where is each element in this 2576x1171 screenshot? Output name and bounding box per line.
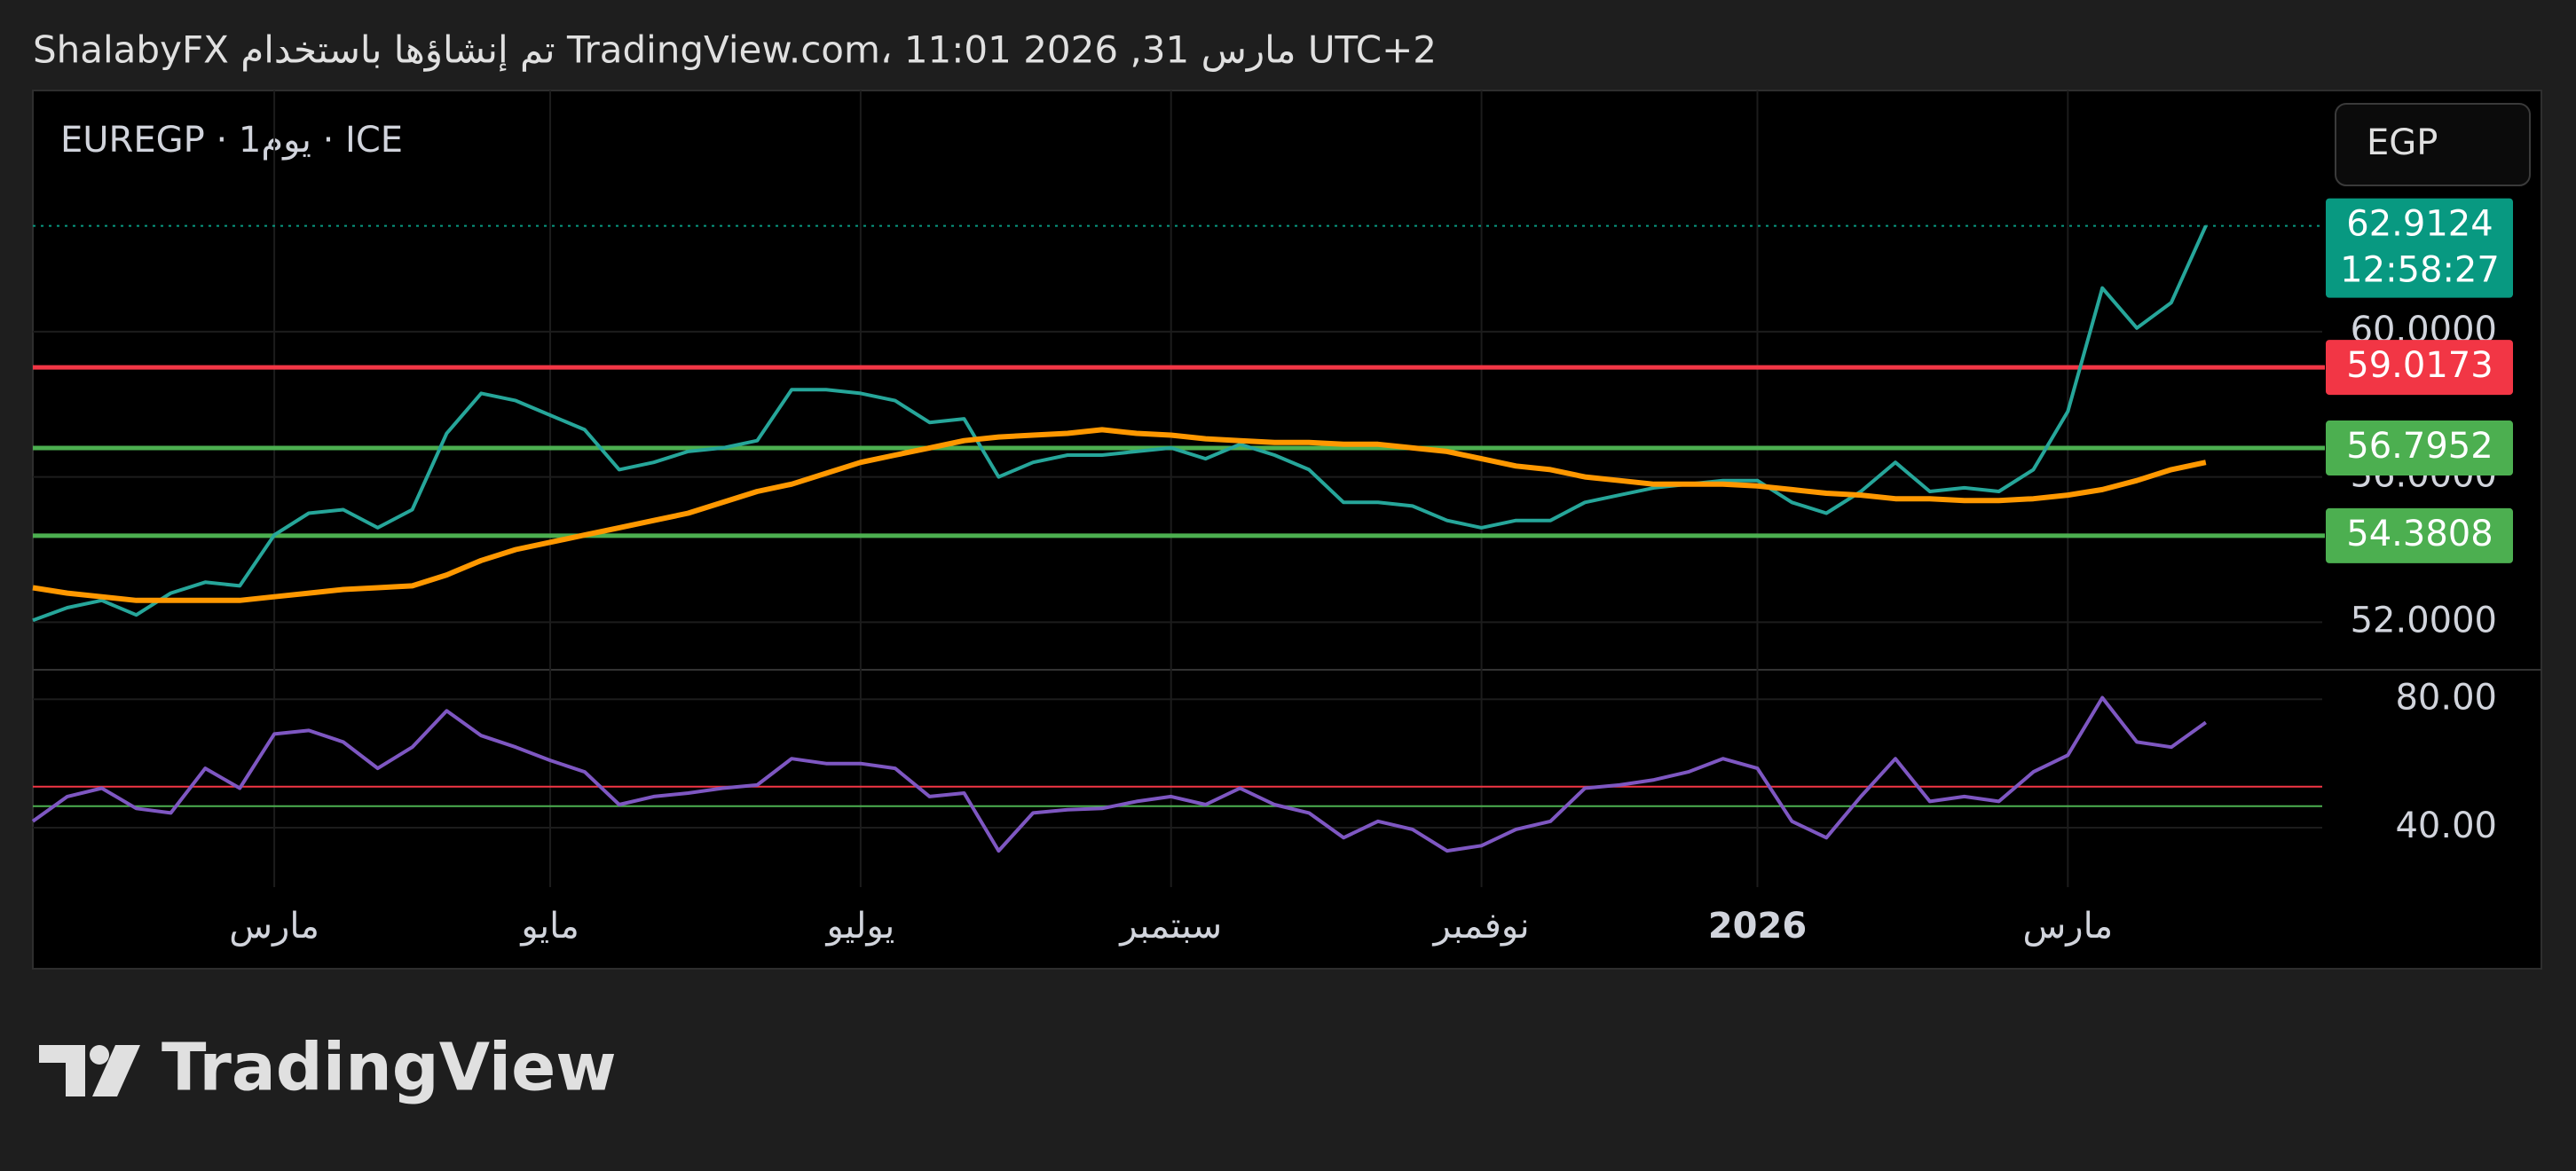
x-tick-label: 2026	[1708, 906, 1807, 947]
x-tick-label: مارس	[229, 906, 319, 947]
logo-text: TradingView	[161, 1030, 617, 1106]
x-tick-label: مايو	[519, 906, 579, 947]
price-badge-label: 59.0173	[2346, 345, 2493, 386]
price-badge	[2326, 340, 2513, 396]
price-badge-label: 62.9124	[2346, 204, 2493, 245]
x-tick-label: نوفمبر	[1431, 906, 1529, 947]
x-tick-label: يوليو	[825, 906, 895, 947]
currency-label: EGP	[2367, 122, 2438, 163]
price-badge	[2326, 507, 2513, 563]
currency-button[interactable]	[2335, 103, 2531, 186]
y-tick-label: 40.00	[2395, 806, 2497, 846]
symbol-label: EUREGP · 1يوم · ICE	[60, 120, 403, 161]
logo-icon	[39, 1045, 140, 1096]
price-badge	[2326, 198, 2513, 298]
chart-panel	[32, 90, 2542, 970]
countdown-label: 12:58:27	[2340, 250, 2500, 291]
y-tick-label: 80.00	[2395, 677, 2497, 718]
x-tick-label: سبتمبر	[1118, 906, 1222, 947]
caption: ShalabyFX تم إنشاؤها باستخدام TradingVie…	[33, 28, 1437, 73]
price-badge	[2326, 420, 2513, 476]
y-tick-label: 52.0000	[2351, 600, 2497, 641]
price-badge-label: 56.7952	[2346, 426, 2493, 467]
x-tick-label: مارس	[2022, 906, 2113, 947]
series-line	[31, 696, 2207, 853]
series-line	[32, 427, 2207, 603]
price-badge-label: 54.3808	[2346, 514, 2493, 554]
series-line	[32, 224, 2208, 623]
